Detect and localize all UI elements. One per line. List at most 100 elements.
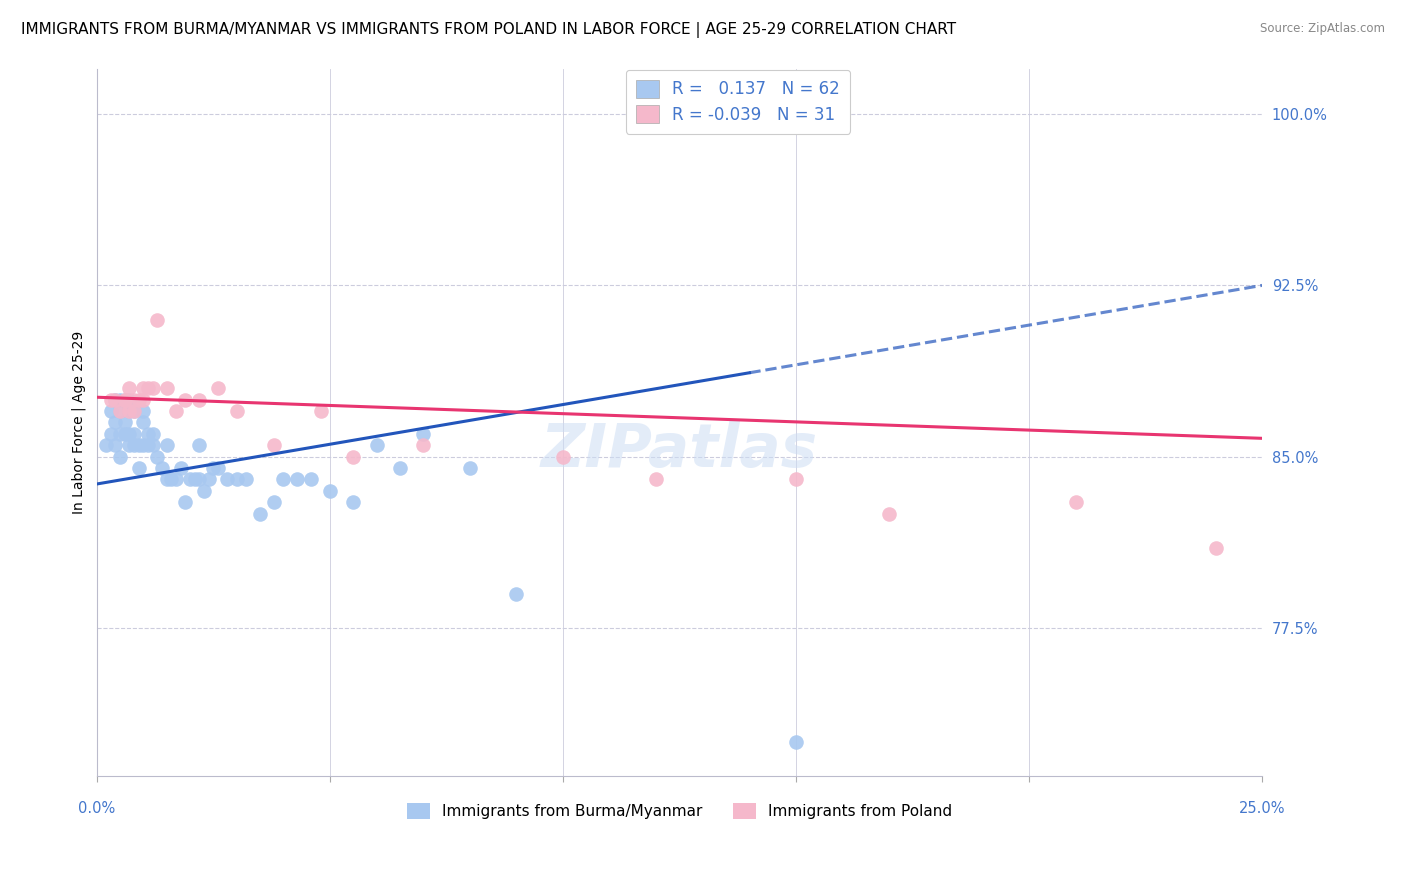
Point	[122, 392, 145, 407]
Point	[132, 404, 155, 418]
Point	[142, 438, 165, 452]
Point	[128, 438, 150, 452]
Point	[165, 472, 187, 486]
Point	[217, 472, 239, 486]
Point	[132, 415, 155, 429]
Point	[645, 107, 668, 121]
Point	[174, 495, 197, 509]
Y-axis label: In Labor Force | Age 25-29: In Labor Force | Age 25-29	[72, 331, 86, 514]
Point	[118, 381, 141, 395]
Point	[146, 312, 169, 326]
Point	[118, 404, 141, 418]
Point	[263, 495, 285, 509]
Point	[128, 392, 150, 407]
Point	[299, 472, 322, 486]
Text: Source: ZipAtlas.com: Source: ZipAtlas.com	[1260, 22, 1385, 36]
Point	[388, 461, 411, 475]
Point	[165, 404, 187, 418]
Point	[146, 450, 169, 464]
Point	[197, 472, 219, 486]
Point	[156, 472, 179, 486]
Point	[118, 426, 141, 441]
Point	[132, 392, 155, 407]
Point	[785, 472, 807, 486]
Point	[235, 472, 257, 486]
Point	[412, 426, 434, 441]
Point	[551, 450, 574, 464]
Point	[160, 472, 183, 486]
Point	[785, 735, 807, 749]
Point	[114, 392, 136, 407]
Point	[108, 426, 131, 441]
Point	[877, 507, 900, 521]
Text: ZIPatlas: ZIPatlas	[541, 421, 818, 480]
Point	[188, 438, 211, 452]
Point	[142, 381, 165, 395]
Point	[156, 438, 179, 452]
Point	[132, 438, 155, 452]
Point	[342, 495, 364, 509]
Point	[122, 404, 145, 418]
Point	[104, 438, 127, 452]
Point	[104, 392, 127, 407]
Point	[114, 415, 136, 429]
Text: 0.0%: 0.0%	[79, 801, 115, 816]
Point	[118, 392, 141, 407]
Point	[458, 461, 481, 475]
Point	[156, 381, 179, 395]
Point	[202, 461, 225, 475]
Point	[249, 507, 271, 521]
Point	[100, 404, 122, 418]
Point	[271, 472, 294, 486]
Point	[179, 472, 201, 486]
Point	[645, 472, 668, 486]
Point	[285, 472, 308, 486]
Point	[225, 472, 247, 486]
Point	[108, 450, 131, 464]
Point	[132, 381, 155, 395]
Point	[100, 392, 122, 407]
Point	[505, 586, 527, 600]
Point	[319, 483, 342, 498]
Point	[114, 392, 136, 407]
Point	[122, 438, 145, 452]
Point	[108, 404, 131, 418]
Point	[104, 392, 127, 407]
Point	[114, 392, 136, 407]
Point	[128, 461, 150, 475]
Point	[263, 438, 285, 452]
Point	[96, 438, 118, 452]
Point	[122, 404, 145, 418]
Point	[309, 404, 332, 418]
Point	[174, 392, 197, 407]
Point	[150, 461, 173, 475]
Point	[1064, 495, 1087, 509]
Point	[136, 426, 159, 441]
Point	[122, 426, 145, 441]
Point	[184, 472, 207, 486]
Legend: Immigrants from Burma/Myanmar, Immigrants from Poland: Immigrants from Burma/Myanmar, Immigrant…	[401, 797, 959, 825]
Point	[142, 426, 165, 441]
Point	[225, 404, 247, 418]
Point	[1205, 541, 1227, 555]
Text: IMMIGRANTS FROM BURMA/MYANMAR VS IMMIGRANTS FROM POLAND IN LABOR FORCE | AGE 25-: IMMIGRANTS FROM BURMA/MYANMAR VS IMMIGRA…	[21, 22, 956, 38]
Point	[118, 438, 141, 452]
Point	[342, 450, 364, 464]
Point	[193, 483, 215, 498]
Point	[188, 472, 211, 486]
Point	[136, 381, 159, 395]
Point	[136, 438, 159, 452]
Point	[118, 404, 141, 418]
Point	[188, 392, 211, 407]
Point	[108, 404, 131, 418]
Point	[207, 381, 229, 395]
Point	[366, 438, 388, 452]
Point	[114, 426, 136, 441]
Point	[108, 392, 131, 407]
Point	[207, 461, 229, 475]
Point	[104, 415, 127, 429]
Point	[100, 426, 122, 441]
Text: 25.0%: 25.0%	[1239, 801, 1285, 816]
Point	[170, 461, 193, 475]
Point	[412, 438, 434, 452]
